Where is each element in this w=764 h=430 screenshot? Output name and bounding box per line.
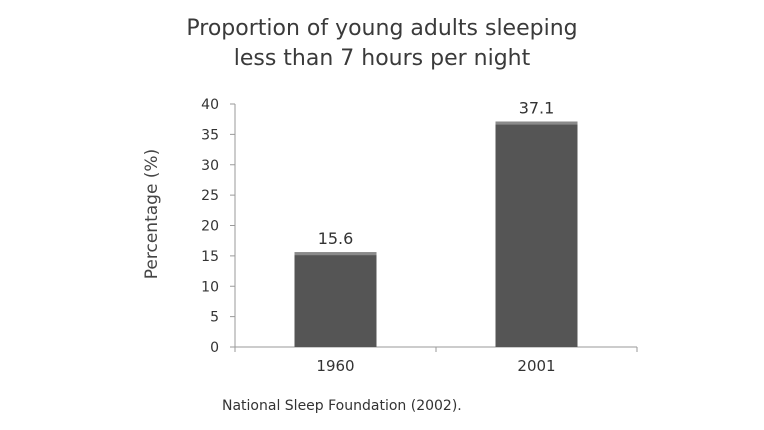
y-tick-label: 35 bbox=[201, 127, 219, 143]
y-tick-label: 25 bbox=[201, 188, 219, 204]
data-label-2001: 37.1 bbox=[519, 99, 555, 118]
x-tick-label-2001: 2001 bbox=[517, 357, 555, 375]
chart-title-line-1: Proportion of young adults sleeping bbox=[186, 16, 578, 41]
bar-top-2001 bbox=[495, 121, 578, 125]
y-tick-label: 5 bbox=[210, 310, 219, 326]
y-tick-label: 0 bbox=[210, 340, 219, 356]
y-tick-label: 30 bbox=[201, 158, 219, 174]
chart-axes: 0 5 10 15 20 25 30 35 40 Percentage (%) bbox=[142, 97, 638, 356]
y-tick-label: 20 bbox=[201, 219, 219, 235]
bar-1960 bbox=[294, 252, 377, 347]
source-note: National Sleep Foundation (2002). bbox=[222, 398, 462, 414]
x-tick-label-1960: 1960 bbox=[316, 357, 354, 375]
bar-top-1960 bbox=[294, 252, 377, 256]
bar-2001 bbox=[495, 121, 578, 348]
y-tick-label: 15 bbox=[201, 249, 219, 265]
chart-labels: 15.6 1960 37.1 2001 bbox=[316, 99, 555, 375]
y-tick-label: 10 bbox=[201, 279, 219, 295]
chart-title-line-2: less than 7 hours per night bbox=[233, 46, 531, 71]
data-label-1960: 15.6 bbox=[318, 229, 354, 248]
chart-title: Proportion of young adults sleeping less… bbox=[0, 14, 764, 74]
chart-bars bbox=[294, 121, 578, 348]
y-tick-label: 40 bbox=[201, 97, 219, 113]
y-axis-label: Percentage (%) bbox=[142, 149, 162, 279]
